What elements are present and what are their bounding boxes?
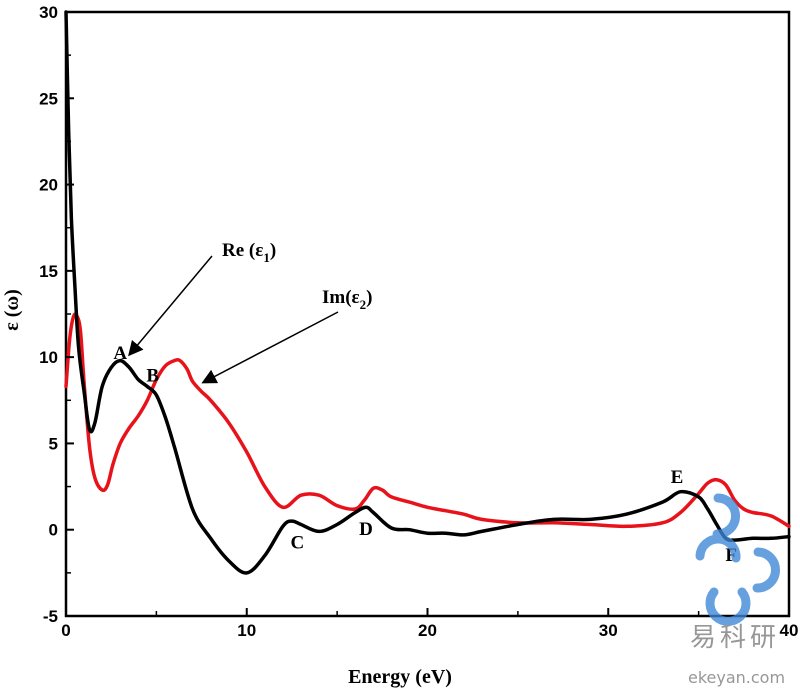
annotation-im-text: Im(ε — [322, 287, 360, 308]
watermark-text: 易科研 — [690, 623, 780, 653]
peaks-layer: AB C D E F — [113, 343, 737, 566]
annotation-im: Im(ε2) — [322, 287, 373, 312]
watermark-logo-icon — [695, 493, 780, 626]
peak-label-e: E — [671, 467, 684, 488]
annotation-re-close: ) — [270, 240, 276, 261]
series-re-line — [64, 10, 791, 575]
x-tick-label: 0 — [61, 621, 70, 640]
annotation-im-arrow — [201, 311, 339, 384]
series-layer — [64, 10, 791, 575]
svg-text:Im(ε2): Im(ε2) — [322, 287, 373, 312]
peak-label-b: B — [146, 365, 159, 386]
peak-label-a: A — [113, 343, 127, 364]
series-im-line — [64, 312, 791, 529]
y-tick-label: 5 — [49, 434, 58, 453]
annotation-im-close: ) — [366, 287, 372, 308]
peak-label-c: C — [290, 533, 304, 554]
watermark-subtext: ekeyan.com — [688, 668, 785, 687]
x-tick-label: 10 — [237, 621, 256, 640]
annotation-re-text: Re (ε — [222, 240, 263, 261]
x-tick-label: 20 — [418, 621, 437, 640]
x-tick-label: 30 — [599, 621, 618, 640]
y-tick-label: 15 — [39, 262, 58, 281]
x-tick-label: 40 — [780, 621, 799, 640]
annotation-im-sub: 2 — [360, 297, 367, 312]
watermark: 易科研 ekeyan.com — [688, 493, 785, 687]
y-tick-label: 30 — [39, 3, 58, 22]
svg-text:Re (ε1): Re (ε1) — [222, 240, 276, 265]
y-tick-label: -5 — [43, 607, 58, 626]
y-tick-label: 20 — [39, 176, 58, 195]
y-tick-label: 25 — [39, 89, 58, 108]
annotation-re: Re (ε1) — [222, 240, 276, 265]
peak-label-d: D — [359, 519, 373, 540]
x-axis-title: Energy (eV) — [348, 666, 452, 688]
y-axis-title: ε (ω) — [1, 289, 23, 330]
plot-frame — [64, 10, 791, 618]
annotation-re-sub: 1 — [263, 250, 270, 265]
y-tick-label: 0 — [49, 521, 58, 540]
annotation-re-arrow — [128, 255, 213, 357]
axes-layer — [64, 10, 791, 618]
y-tick-label: 10 — [39, 348, 58, 367]
peak-label-f: F — [725, 545, 737, 566]
